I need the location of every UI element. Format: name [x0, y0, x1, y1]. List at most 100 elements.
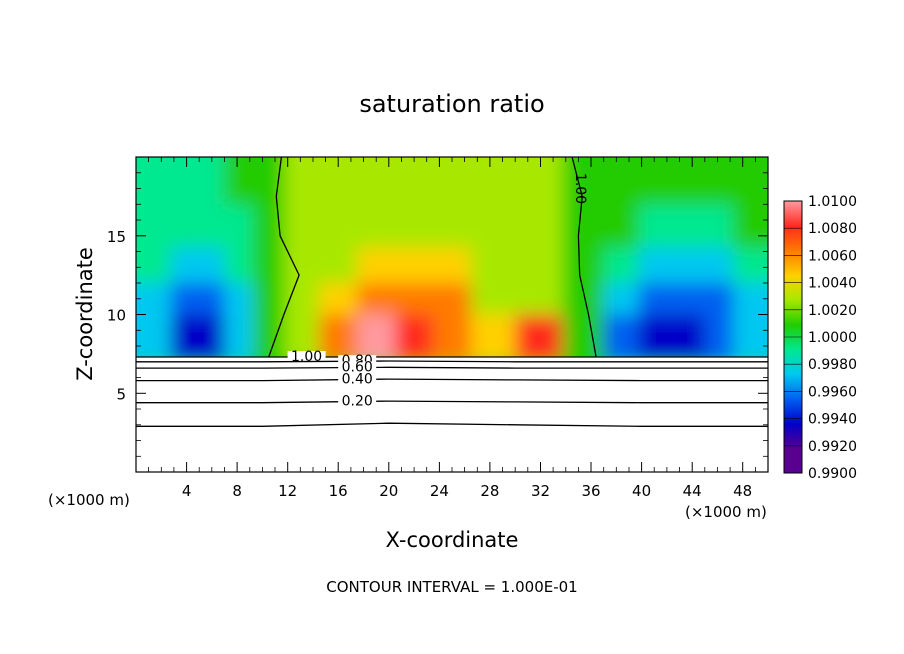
- terrain-region: [136, 357, 768, 472]
- x-unit-right: (×1000 m): [685, 503, 767, 521]
- fill-cell: [704, 314, 734, 363]
- x-axis-ticks: 4 8 12 16 20 24 28 32 36 40 44 48: [148, 157, 756, 500]
- colorbar-segment: [784, 299, 802, 326]
- fill-cell: [284, 157, 320, 205]
- fill-cell: [638, 247, 674, 284]
- fill-cell: [515, 314, 564, 363]
- contour-label-gap: [338, 361, 377, 374]
- fill-cell: [515, 283, 564, 315]
- colorbar: 1.0100 1.0080 1.0060 1.0040 1.0020 1.0000 0.99…: [783, 194, 857, 482]
- fill-cell: [603, 314, 639, 363]
- colorbar-label: 1.0080: [808, 221, 857, 237]
- contour-line: [136, 378, 768, 382]
- contour-label-gap: [287, 351, 326, 363]
- x-tick-label: 36: [581, 482, 600, 500]
- fill-cell: [357, 314, 396, 363]
- contour-line: [136, 366, 768, 369]
- fill-cell: [471, 283, 516, 315]
- x-tick-label: 40: [632, 482, 651, 500]
- fill-cell: [471, 204, 516, 249]
- contour-label-gap: [338, 373, 377, 386]
- fill-cell: [136, 247, 172, 284]
- fill-cell: [136, 204, 172, 249]
- fill-cell: [224, 283, 254, 315]
- colorbar-segment: [784, 201, 802, 227]
- fill-cell: [319, 314, 358, 363]
- colorbar-segment: [784, 250, 802, 276]
- contour-label-gap: [338, 395, 377, 408]
- fill-cell: [471, 157, 516, 205]
- colorbar-segment: [784, 225, 802, 251]
- contour-label: 1.00: [291, 349, 322, 365]
- fill-cell: [199, 283, 225, 315]
- y-axis-ticks: 5 10 15: [107, 172, 768, 457]
- fill-cell: [199, 204, 225, 249]
- fill-cell: [433, 204, 472, 249]
- fill-cell: [224, 204, 254, 249]
- fill-cell: [224, 157, 254, 205]
- fill-cell: [433, 247, 472, 284]
- fill-cell: [704, 157, 734, 205]
- fill-cell: [170, 157, 200, 205]
- contour-line: [136, 400, 768, 404]
- fill-cell: [638, 204, 674, 249]
- colorbar-label: 0.9920: [808, 439, 857, 455]
- colorbar-label: 1.0100: [808, 194, 857, 210]
- x-tick-label: 28: [480, 482, 499, 500]
- fill-cell: [471, 247, 516, 284]
- fill-cell: [733, 247, 768, 284]
- fill-cell: [170, 247, 200, 284]
- colorbar-segment: [784, 398, 802, 424]
- x-tick-label: 16: [329, 482, 348, 500]
- fill-cell: [199, 157, 225, 205]
- fill-cell: [603, 247, 639, 284]
- fill-cell: [704, 204, 734, 249]
- fill-cell: [673, 157, 706, 205]
- colorbar-label: 1.0060: [808, 248, 857, 264]
- fill-cell: [395, 283, 434, 315]
- x-tick-label: 4: [182, 482, 192, 500]
- fill-cells: [136, 157, 768, 472]
- colorbar-segment: [784, 349, 802, 375]
- colorbar-label: 0.9940: [808, 412, 857, 428]
- fill-cell: [224, 247, 254, 284]
- fill-cell: [733, 283, 768, 315]
- contour-line: [136, 422, 768, 427]
- contour-line: [268, 157, 300, 358]
- fill-cell: [603, 283, 639, 315]
- fill-cell: [252, 204, 285, 249]
- contour-line: [136, 360, 768, 363]
- fill-cell: [395, 314, 434, 363]
- fill-cell: [515, 204, 564, 249]
- colorbar-label: 0.9960: [808, 384, 857, 400]
- fill-cell: [673, 283, 706, 315]
- saturation-fill: [136, 157, 768, 472]
- chart-title: saturation ratio: [359, 90, 544, 118]
- fill-cell: [673, 314, 706, 363]
- fill-cell: [733, 314, 768, 363]
- fill-cell: [136, 283, 172, 315]
- colorbar-segment: [784, 448, 802, 474]
- fill-cell: [562, 247, 605, 284]
- fill-cell: [136, 314, 172, 363]
- colorbar-label: 0.9900: [808, 466, 857, 482]
- fill-cell: [515, 247, 564, 284]
- fill-cell: [357, 157, 396, 205]
- colorbar-label: 1.0040: [808, 276, 857, 292]
- x-tick-label: 32: [531, 482, 550, 500]
- fill-cell: [252, 247, 285, 284]
- x-tick-label: 24: [430, 482, 449, 500]
- contour-label: 0.60: [342, 360, 373, 376]
- fill-cell: [673, 204, 706, 249]
- fill-cell: [704, 283, 734, 315]
- fill-cell: [515, 157, 564, 205]
- contour-label: 1.00: [572, 173, 588, 204]
- fill-cell: [733, 204, 768, 249]
- fill-cell: [471, 314, 516, 363]
- fill-cell: [319, 157, 358, 205]
- fill-cell: [199, 247, 225, 284]
- contour-lines: 1.00 0.800.600.400.201.00: [136, 157, 768, 427]
- x-tick-label: 12: [278, 482, 297, 500]
- x-tick-label: 48: [733, 482, 752, 500]
